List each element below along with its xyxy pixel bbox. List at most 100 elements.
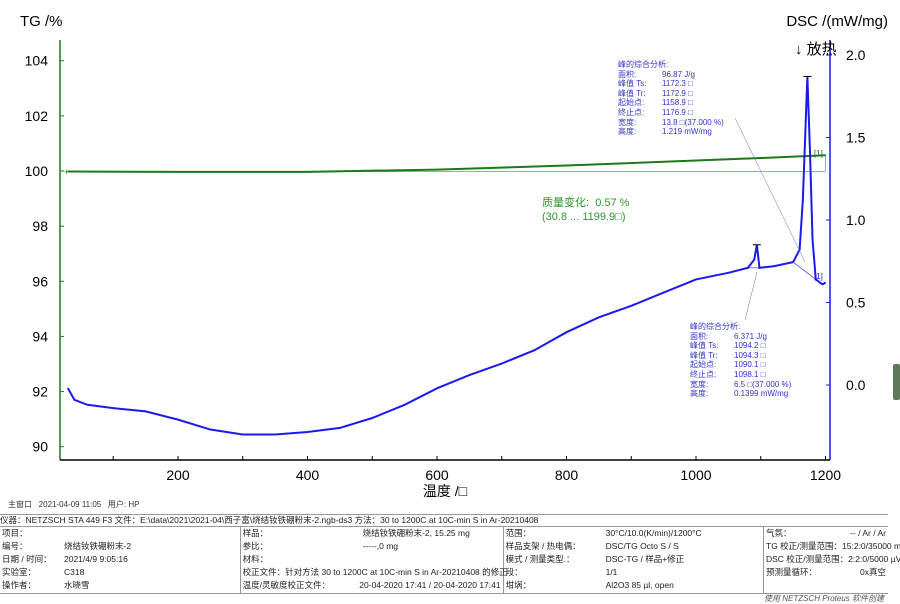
annotation-row: 峰值 Tr: 1172.9 □ (618, 89, 724, 99)
annotation-value: 1094.3 □ (734, 350, 766, 360)
tg-dsc-chart: +200 400 600 800 1000 1200 90 92 94 96 98 100 102 104… (20, 13, 888, 499)
annotation-value: 1158.9 □ (662, 98, 693, 108)
info-key: 气氛： (766, 528, 792, 538)
info-value: 15:2:0/35000 mg (842, 541, 900, 551)
info-key: 日期 / 时间： (2, 554, 52, 564)
info-row: 范围： 30°C/10.0(K/min)/1200°C (506, 527, 761, 540)
annotation-row: 峰值 Ts: 1172.3 □ (618, 79, 724, 89)
annotation-key: 起始点: (618, 98, 645, 108)
annotation-row: 峰值 Tr: 1094.3 □ (690, 351, 791, 361)
y-left-tick-label: 92 (32, 384, 48, 400)
annotation-value: 6.5 □(37.000 %) (734, 379, 792, 389)
info-key: 项目： (2, 528, 28, 538)
mass-change-label: 质量变化: (542, 197, 590, 209)
y-left-tick-label: 94 (32, 328, 48, 344)
data-point-dsc (501, 362, 503, 365)
info-value: 2:2:0/5000 µV (848, 554, 900, 564)
data-point-dsc (809, 150, 811, 152)
info-key: TG 校正/测量范围： (766, 541, 843, 551)
data-point-dsc (821, 283, 823, 285)
data-point-dsc (773, 265, 775, 267)
annotation-value: 96.87 J/g (662, 69, 695, 79)
peak-annotation-1094: 峰的综合分析: 面积: 6.371 J/g 峰值 Ts: 1094.2 □ 峰值 Tr: 1… (690, 322, 791, 399)
y-left-tick-label: 104 (25, 53, 49, 69)
info-key: 操作者： (2, 580, 37, 590)
data-point-tg (436, 169, 438, 171)
info-key: 模式 / 测量类型.： (505, 554, 575, 564)
annotation-row: 宽度: 13.8 □(37.000 %) (618, 118, 724, 128)
x-tick-label: 800 (555, 467, 579, 483)
y-right-tick-label: 1.5 (846, 130, 866, 146)
data-point-dsc (663, 292, 665, 294)
info-key: 范围： (505, 528, 532, 538)
info-value: 烧结钕铁硼粉末-2, 15.25 mg (362, 528, 470, 538)
data-point-tg (695, 159, 697, 162)
data-point-dsc (112, 407, 114, 409)
data-point-dsc (209, 428, 211, 431)
info-value: 30°C/10.0(K/min)/1200°C (605, 528, 702, 538)
annotation-leader (744, 271, 758, 321)
info-key: 校正文件： (242, 567, 286, 577)
info-key: 材料： (242, 554, 269, 564)
measurement-info-table: 仪器：NETZSCH STA 449 F3 文件：E:\data\2021\20… (0, 514, 900, 594)
y-left-tick-label: 102 (25, 108, 49, 124)
info-row: 日期 / 时间： 2021/4/9 9:05:16 (2, 553, 238, 566)
data-point-dsc (306, 431, 309, 433)
annotation-row: 起始点: 1158.9 □ (618, 98, 724, 108)
annotation-value: 1090.1 □ (734, 360, 766, 370)
y-right-tick-label: 1.0 (846, 212, 866, 228)
data-point-dsc (727, 272, 729, 274)
info-row: 实验室： C318 (2, 566, 238, 579)
annotation-key: 峰值 Tr: (690, 350, 718, 360)
series-tg (67, 154, 826, 173)
annotation-value: 6.371 J/g (734, 331, 767, 341)
info-value: DSC-TG / 样品+修正 (605, 554, 685, 564)
y-left-tick-label: 98 (32, 218, 48, 234)
data-point-dsc (274, 433, 276, 436)
info-row: 校正文件： 针对方法 30 to 1200C at 10C-min S in Ar… (242, 566, 508, 579)
x-tick-label: 400 (296, 467, 320, 483)
status-datetime: 2021-04-09 11:05 (38, 500, 102, 509)
info-row: 编号： 烧结钕铁硼粉末-2 (2, 540, 238, 553)
y-right-tick-label: 2.0 (846, 47, 866, 63)
info-key: DSC 校正/测量范围： (766, 554, 849, 564)
annotation-row: 宽度: 6.5 □(37.000 %) (690, 380, 791, 390)
info-value: 2021/4/9 9:05:16 (64, 554, 128, 564)
data-point-dsc (824, 282, 827, 284)
info-key: 段： (505, 567, 523, 577)
x-tick-label: 1000 (680, 467, 711, 483)
data-point-dsc (73, 399, 75, 401)
data-point-dsc (86, 404, 88, 406)
annotation-title: 峰的综合分析: (690, 322, 741, 331)
annotation-row: 终止点: 1176.9 □ (618, 108, 724, 118)
annotation-key: 起始点: (690, 360, 717, 370)
info-row: 操作者： 水晓雪 (2, 579, 238, 592)
data-point-dsc (565, 331, 568, 333)
status-user: 用户: HP (107, 500, 140, 509)
data-point-tg (565, 164, 568, 167)
info-row: 样品支架 / 热电偶： DSC/TG Octo S / S (506, 540, 761, 553)
annotation-key: 高度: (690, 389, 709, 399)
info-value: 烧结钕铁硼粉末-2 (64, 541, 132, 551)
status-line: 主窗口 2021-04-09 11:05 用户: HP (8, 499, 139, 510)
data-point-dsc (811, 239, 814, 241)
mass-change-range: (30.8 ... 1199.9□) (542, 211, 626, 223)
info-key: 温度/灵敏度校正文件： (242, 580, 330, 590)
info-row: TG 校正/测量范围： 15:2:0/35000 mg (766, 540, 900, 553)
annotation-row: 起始点: 1090.1 □ (690, 360, 791, 370)
annotation-value: 1176.9 □ (662, 107, 693, 117)
info-col-3: 范围： 30°C/10.0(K/min)/1200°C 样品支架 / 热电偶： DSC… (504, 527, 764, 593)
annotation-key: 峰值 Ts: (618, 79, 647, 89)
data-point-dsc (242, 433, 244, 436)
annotation-key: 终止点: (618, 107, 645, 117)
info-row: 样品： 烧结钕铁硼粉末-2, 15.25 mg (243, 527, 501, 540)
side-scroll-handle[interactable] (893, 364, 900, 400)
info-value: C318 (64, 567, 85, 577)
peak-baseline (792, 261, 816, 280)
data-point-dsc (67, 387, 69, 389)
info-col-4: 气氛： -- / Ar / Ar TG 校正/测量范围： 15:2:0/35000 m… (764, 527, 900, 593)
info-value: 20-04-2020 17:41 / 20-04-2020 17:41 (359, 580, 501, 590)
annotation-row: 高度: 1.219 mW/mg (618, 127, 724, 137)
peak-annotation-1172: 峰的综合分析: 面积: 96.87 J/g 峰值 Ts: 1172.3 □ 峰值 Tr: 1… (618, 60, 724, 137)
info-value: -- / Ar / Ar (850, 528, 886, 538)
